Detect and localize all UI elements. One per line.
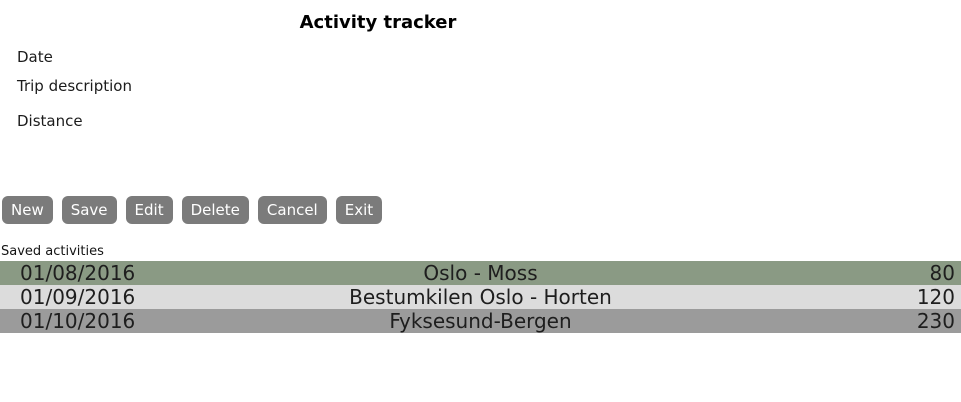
title-container: Activity tracker bbox=[0, 12, 756, 33]
saved-activities-list: 01/08/2016 Oslo - Moss 80 01/09/2016 Bes… bbox=[0, 261, 961, 333]
delete-button[interactable]: Delete bbox=[181, 196, 249, 224]
activity-row[interactable]: 01/09/2016 Bestumkilen Oslo - Horten 120 bbox=[0, 285, 961, 309]
distance-label: Distance bbox=[17, 112, 83, 130]
new-button[interactable]: New bbox=[2, 196, 53, 224]
activity-description: Bestumkilen Oslo - Horten bbox=[349, 285, 612, 309]
activity-date: 01/10/2016 bbox=[20, 309, 136, 333]
edit-button[interactable]: Edit bbox=[125, 196, 173, 224]
activity-row[interactable]: 01/10/2016 Fyksesund-Bergen 230 bbox=[0, 309, 961, 333]
exit-button[interactable]: Exit bbox=[335, 196, 383, 224]
activity-row-selected[interactable]: 01/08/2016 Oslo - Moss 80 bbox=[0, 261, 961, 285]
toolbar: New Save Edit Delete Cancel Exit bbox=[2, 196, 383, 224]
activity-date: 01/09/2016 bbox=[20, 285, 136, 309]
activity-distance: 120 bbox=[916, 285, 955, 309]
trip-description-label: Trip description bbox=[17, 77, 132, 95]
activity-description: Oslo - Moss bbox=[423, 261, 538, 285]
activity-distance: 80 bbox=[929, 261, 955, 285]
activity-description: Fyksesund-Bergen bbox=[389, 309, 572, 333]
cancel-button[interactable]: Cancel bbox=[257, 196, 327, 224]
save-button[interactable]: Save bbox=[61, 196, 117, 224]
activity-date: 01/08/2016 bbox=[20, 261, 136, 285]
page-title: Activity tracker bbox=[299, 12, 457, 33]
date-label: Date bbox=[17, 48, 53, 66]
saved-activities-label: Saved activities bbox=[1, 244, 104, 259]
activity-distance: 230 bbox=[916, 309, 955, 333]
